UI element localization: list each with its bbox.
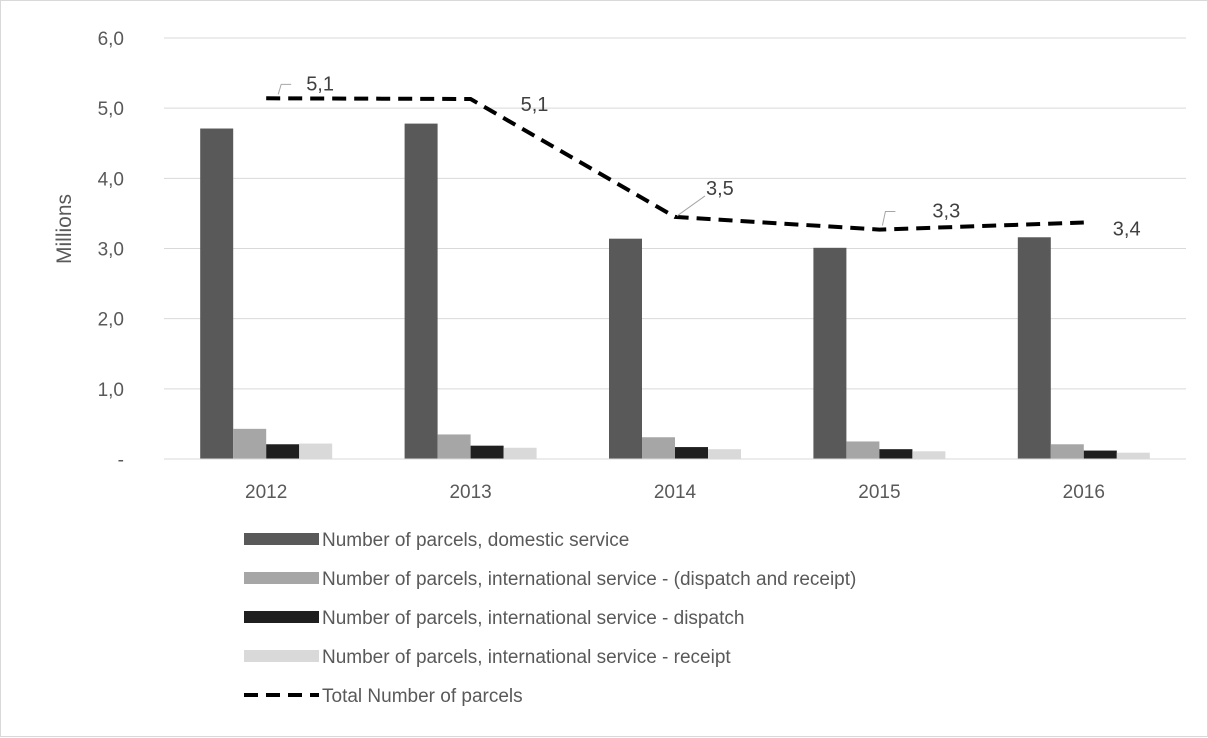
bar	[1051, 444, 1084, 459]
total-line	[266, 98, 1084, 229]
bar	[299, 444, 332, 459]
bar	[200, 129, 233, 459]
leader-line	[677, 196, 705, 216]
y-tick-label: 1,0	[98, 380, 124, 401]
bars	[200, 124, 1150, 459]
bar	[609, 239, 642, 459]
data-label: 3,5	[706, 178, 734, 200]
bar	[233, 429, 266, 459]
legend-swatch	[244, 533, 319, 545]
legend-label: Number of parcels, international service…	[322, 647, 731, 668]
legend-swatch	[244, 650, 319, 662]
y-tick-label: 2,0	[98, 310, 124, 331]
bar	[846, 441, 879, 459]
x-tick-label: 2013	[449, 482, 491, 503]
x-axis-ticks: 2012 2013 2014 2015 2016	[245, 482, 1105, 503]
bar	[266, 444, 299, 459]
bar	[405, 124, 438, 459]
bar	[1117, 453, 1150, 459]
total-line-layer	[266, 98, 1084, 229]
y-axis-ticks: - 1,0 2,0 3,0 4,0 5,0 6,0	[98, 29, 124, 471]
legend: Number of parcels, domestic service Numbe…	[244, 530, 856, 707]
data-label: 3,3	[932, 201, 960, 223]
bar	[813, 248, 846, 459]
bar	[912, 451, 945, 459]
y-axis-label: Millions	[53, 194, 76, 264]
leader-line	[882, 212, 895, 226]
legend-label: Total Number of parcels	[322, 686, 523, 707]
x-tick-label: 2016	[1063, 482, 1105, 503]
leader-line	[278, 84, 291, 94]
bar	[879, 449, 912, 459]
legend-swatch	[244, 572, 319, 584]
data-label: 5,1	[521, 94, 549, 116]
data-label: 5,1	[306, 73, 334, 95]
legend-swatch	[244, 611, 319, 623]
x-tick-label: 2012	[245, 482, 287, 503]
bar	[438, 434, 471, 459]
y-tick-label: 5,0	[98, 99, 124, 120]
bar	[642, 437, 675, 459]
bar	[471, 446, 504, 459]
legend-label: Number of parcels, international service…	[322, 569, 856, 590]
x-tick-label: 2014	[654, 482, 697, 503]
y-tick-label: -	[118, 450, 124, 471]
y-tick-label: 6,0	[98, 29, 124, 50]
y-tick-label: 4,0	[98, 169, 124, 190]
y-tick-label: 3,0	[98, 240, 124, 261]
bar	[1018, 237, 1051, 459]
bar	[1084, 451, 1117, 459]
legend-label: Number of parcels, domestic service	[322, 530, 629, 551]
bar	[708, 449, 741, 459]
bar	[504, 448, 537, 459]
data-label: 3,4	[1113, 219, 1141, 241]
bar	[675, 447, 708, 459]
legend-label: Number of parcels, international service…	[322, 608, 744, 629]
x-tick-label: 2015	[858, 482, 900, 503]
